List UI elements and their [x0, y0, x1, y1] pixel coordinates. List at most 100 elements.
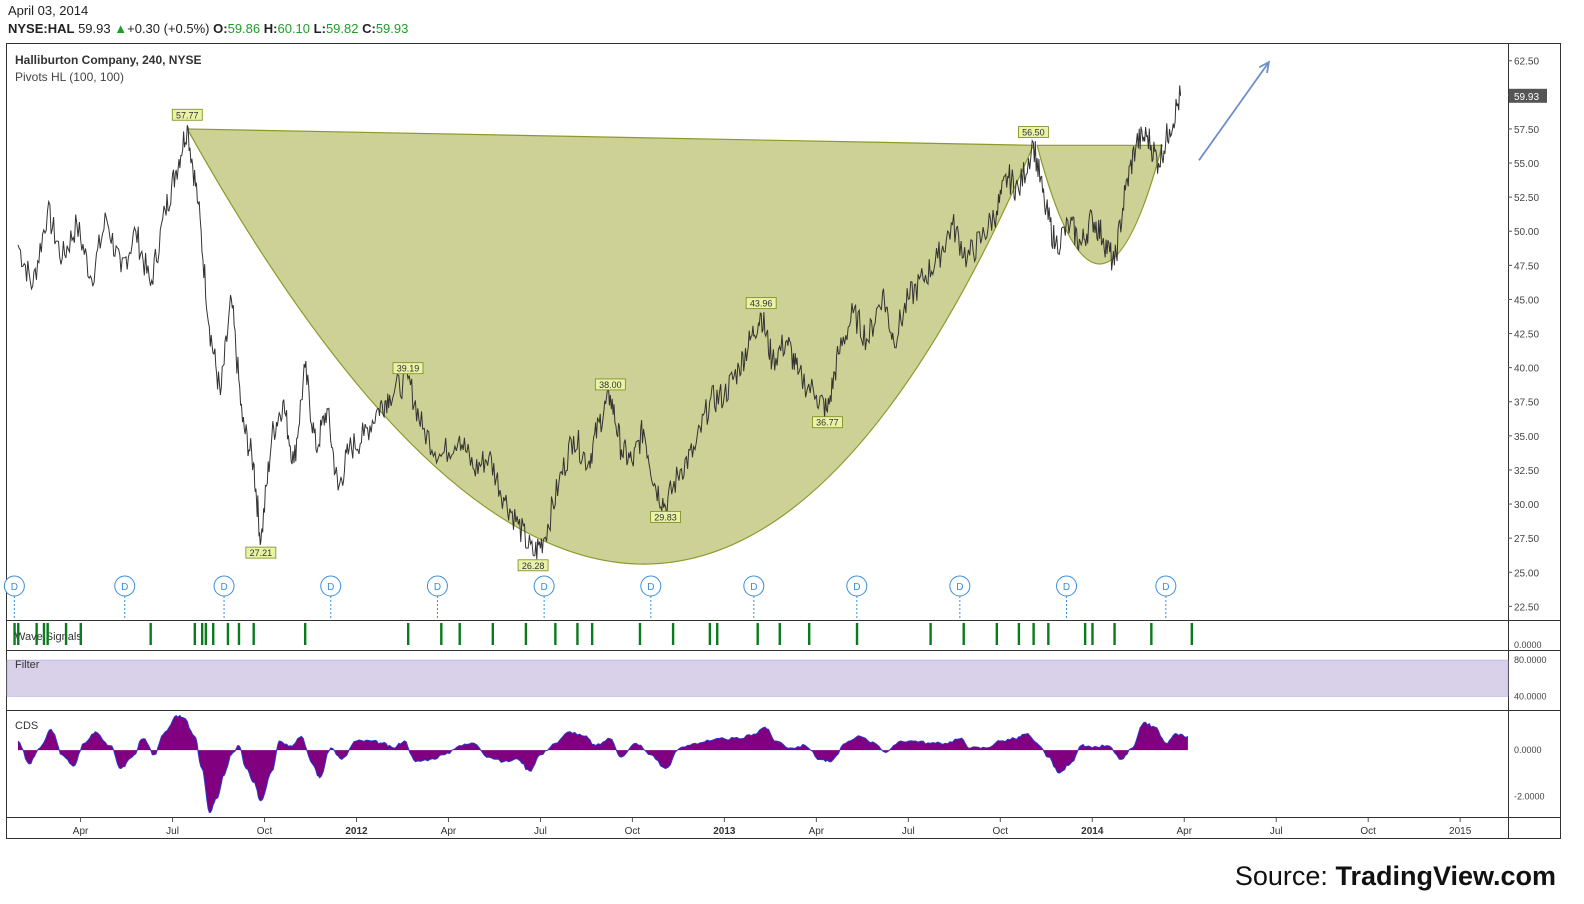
chart-title: Halliburton Company, 240, NYSE — [15, 53, 201, 67]
wave-signal-bar — [200, 623, 204, 645]
source-credit: Source: TradingView.com — [1235, 861, 1556, 892]
y-tick-label: 40.00 — [1514, 364, 1539, 375]
pivot-label: 38.00 — [599, 380, 622, 390]
wave-signal-bar — [79, 623, 82, 645]
wave-signal-bar — [226, 623, 230, 645]
cds-line — [17, 714, 1189, 813]
y-tick-label: 30.00 — [1514, 500, 1539, 511]
wave-signal-bar — [17, 623, 20, 645]
wave-signal-bar — [458, 623, 461, 645]
dividend-marker — [320, 575, 342, 597]
last-price-badge — [1509, 88, 1547, 103]
source-name: TradingView.com — [1335, 861, 1556, 891]
cds-y-tick-label: -2.0000 — [1514, 791, 1545, 801]
y-tick-label: 27.50 — [1514, 534, 1539, 545]
wave-signal-bar — [1150, 623, 1153, 645]
filter-label: Filter — [15, 659, 40, 671]
y-tick-label: 37.50 — [1514, 398, 1539, 409]
y-tick-label: 35.00 — [1514, 432, 1539, 443]
filter-band — [6, 659, 1509, 697]
source-prefix: Source: — [1234, 861, 1336, 891]
dividend-marker-label: D — [541, 582, 548, 593]
pivot-label: 36.77 — [816, 418, 839, 428]
high-value: 60.10 — [277, 21, 311, 36]
pivot-label: 56.50 — [1022, 128, 1045, 138]
price-change: +0.30 (+0.5%) — [127, 21, 210, 36]
wave-signal-bar — [1032, 623, 1035, 645]
dividend-marker — [213, 575, 235, 597]
pivot-label: 57.77 — [176, 110, 199, 120]
dividend-marker-label: D — [220, 582, 227, 593]
dividend-marker — [949, 575, 971, 597]
last-price: 59.93 — [78, 21, 111, 36]
y-tick-label: 42.50 — [1514, 330, 1539, 341]
wave-signal-bar — [149, 623, 152, 645]
wave-signal-bar — [1083, 623, 1087, 645]
pivot-label-box — [1018, 126, 1049, 138]
low-label: L: — [313, 21, 326, 36]
wave-signal-bar — [855, 623, 859, 645]
wave-signal-bar — [576, 623, 579, 645]
y-tick-label: 22.50 — [1514, 602, 1539, 613]
ticker-line: NYSE:HAL 59.93 ▲+0.30 (+0.5%) O:59.86 H:… — [8, 21, 408, 36]
wave-signal-bar — [1190, 623, 1194, 645]
pivot-label-box — [171, 108, 203, 121]
wave-y-tick-label: 0.0000 — [1514, 640, 1542, 650]
ticker-symbol[interactable]: NYSE:HAL — [8, 21, 75, 36]
dividend-marker-label: D — [1063, 582, 1070, 593]
dividend-marker-label: D — [750, 582, 757, 593]
change-up-icon: ▲ — [114, 21, 128, 36]
wave-signal-bar — [554, 623, 557, 645]
handle-pattern — [1036, 144, 1163, 265]
pivot-label: 39.19 — [397, 364, 420, 374]
x-tick-label: Apr — [441, 826, 457, 837]
wave-signal-bar — [212, 623, 215, 645]
y-tick-label: 47.50 — [1514, 261, 1539, 272]
x-tick-label: 2014 — [1081, 826, 1104, 837]
x-tick-label: Oct — [625, 826, 641, 837]
x-tick-label: Jul — [534, 826, 547, 837]
y-tick-label: 32.50 — [1514, 466, 1539, 477]
wave-signal-bar — [756, 623, 759, 645]
wave-signal-bar — [716, 623, 719, 645]
low-value: 59.82 — [325, 21, 359, 36]
dividend-marker — [743, 575, 765, 597]
x-tick-label: Apr — [809, 826, 825, 837]
x-tick-label: 2012 — [345, 826, 368, 837]
pivot-label: 29.83 — [654, 512, 677, 522]
wave-signal-bar — [808, 623, 811, 645]
wave-signal-bar — [590, 623, 594, 645]
wave-signal-bar — [524, 623, 528, 645]
close-label: C: — [362, 21, 376, 36]
wave-signal-bar — [237, 623, 241, 645]
dividend-marker-label: D — [11, 582, 18, 593]
dividend-marker — [846, 575, 868, 597]
cds-y-tick-label: 0.0000 — [1514, 745, 1542, 755]
chart-frame — [6, 43, 1561, 839]
dividend-marker — [114, 575, 136, 597]
dividend-marker — [426, 575, 448, 597]
y-tick-label: 55.00 — [1514, 159, 1539, 170]
pivot-label-box — [594, 378, 626, 391]
cup-pattern — [186, 128, 1035, 565]
x-tick-label: Jul — [902, 826, 915, 837]
projection-arrow — [1198, 61, 1270, 161]
wave-signal-bar — [35, 623, 38, 645]
chart-date: April 03, 2014 — [8, 3, 89, 18]
wave-signal-bar — [778, 623, 781, 645]
wave-signal-bar — [995, 623, 999, 645]
x-tick-label: Oct — [1360, 826, 1376, 837]
pivot-label-box — [745, 297, 777, 310]
wave-signal-bar — [491, 623, 495, 645]
open-label: O: — [213, 21, 228, 36]
wave-signal-bar — [962, 623, 965, 645]
pivot-label-box — [811, 416, 843, 429]
y-tick-label: 52.50 — [1514, 193, 1539, 204]
wave-signal-bar — [638, 623, 642, 645]
wave-signal-bar — [303, 623, 307, 645]
x-tick-label: Jul — [1270, 826, 1283, 837]
pivot-label: 43.96 — [750, 299, 773, 309]
close-value: 59.93 — [375, 21, 409, 36]
wave-signal-bar — [252, 623, 255, 645]
